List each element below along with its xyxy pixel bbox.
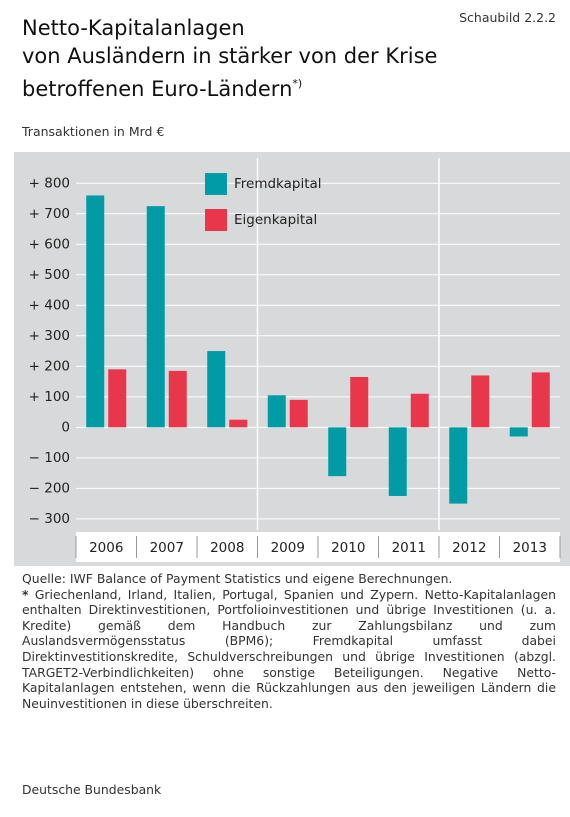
source: Quelle: IWF Balance of Payment Statistic…: [22, 571, 453, 586]
bar: [410, 393, 429, 428]
title-line-text: betroffenen Euro-Ländern: [22, 77, 293, 101]
y-tick-label: + 400: [29, 297, 70, 313]
y-tick-label: 0: [61, 419, 70, 435]
x-tick-label: 2011: [392, 540, 426, 556]
legend-label: Eigenkapital: [234, 212, 317, 228]
footnote: Griechenland, Irland, Italien, Portugal,…: [22, 586, 556, 711]
y-tick-label: − 300: [29, 511, 70, 527]
x-tick-label: 2009: [271, 540, 305, 556]
x-tick-label: 2010: [331, 540, 365, 556]
x-tick-label: 2013: [513, 540, 547, 556]
chart: + 800 + 700 + 600 + 500 + 400 + 300 + 200 + 100…: [14, 152, 570, 566]
notes: Quelle: IWF Balance of Payment Statistic…: [22, 571, 556, 711]
title-line: Netto-Kapitalanlagen: [22, 16, 245, 40]
bar: [328, 427, 347, 477]
panel: [14, 152, 570, 566]
bar: [350, 376, 369, 428]
y-tick-label: + 100: [29, 389, 70, 405]
bar: [471, 375, 490, 428]
y-tick-label: + 200: [29, 358, 70, 374]
y-tick-label: + 300: [29, 328, 70, 344]
chart-title: Netto-Kapitalanlagen von Ausländern in s…: [22, 14, 437, 103]
bar: [108, 369, 127, 428]
legend-swatch: [205, 209, 227, 231]
bar: [146, 206, 165, 428]
x-tick-label: 2012: [452, 540, 486, 556]
x-tick-label: 2007: [150, 540, 184, 556]
bar: [86, 195, 105, 428]
legend-label: Fremdkapital: [234, 176, 322, 192]
bar: [207, 351, 226, 428]
bar: [388, 427, 407, 496]
y-tick-label: + 800: [29, 175, 70, 191]
y-tick-label: − 200: [29, 480, 70, 496]
title-note: *): [292, 77, 303, 90]
subtitle: Transaktionen in Mrd €: [22, 124, 165, 139]
y-tick-label: + 700: [29, 206, 70, 222]
figure-label: Schaubild 2.2.2: [459, 10, 556, 25]
bar: [531, 372, 550, 428]
x-tick-label: 2008: [210, 540, 244, 556]
y-tick-label: + 500: [29, 267, 70, 283]
publisher: Deutsche Bundesbank: [22, 782, 162, 797]
x-tick-label: 2006: [89, 540, 123, 556]
title-line: betroffenen Euro-Ländern*): [22, 70, 437, 103]
bar: [509, 427, 528, 437]
footnote-marker: *: [22, 586, 29, 602]
title-line: von Ausländern in stärker von der Krise: [22, 44, 438, 68]
legend-swatch: [205, 173, 227, 195]
bar: [449, 427, 468, 504]
y-tick-label: + 600: [29, 236, 70, 252]
bar: [168, 370, 187, 428]
y-tick-label: − 100: [29, 450, 70, 466]
bar: [267, 395, 286, 428]
bar: [289, 399, 308, 428]
bar: [229, 419, 248, 428]
